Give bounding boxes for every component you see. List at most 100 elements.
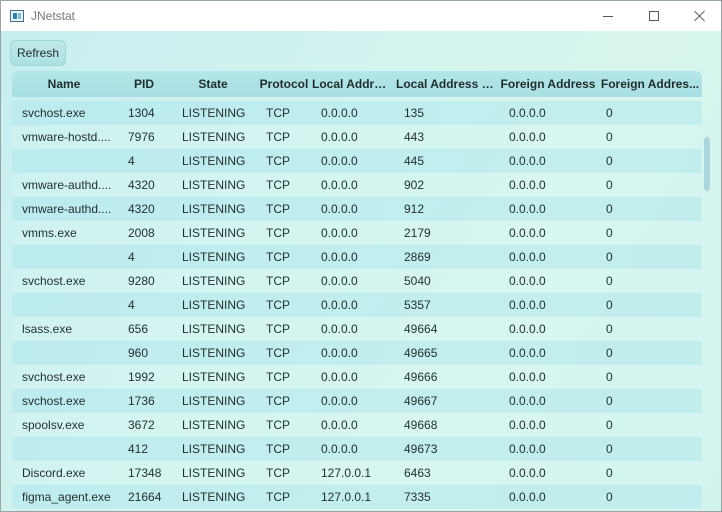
cell-name: svchost.exe: [22, 274, 86, 288]
cell-local-address: 0.0.0.0: [321, 274, 358, 288]
cell-local-address: 127.0.0.1: [321, 466, 372, 480]
minimize-button[interactable]: [585, 1, 631, 31]
table-row[interactable]: vmware-authd.... 4320 LISTENING TCP 0.0.0.0 9…: [12, 173, 702, 197]
cell-protocol: TCP: [266, 178, 290, 192]
table-row[interactable]: svchost.exe 1736 LISTENING TCP 0.0.0.0 49667 0…: [12, 389, 702, 413]
cell-state: LISTENING: [182, 346, 246, 360]
cell-local-address: 0.0.0.0: [321, 106, 358, 120]
table-row[interactable]: 4 LISTENING TCP 0.0.0.0 445 0.0.0.0 0: [12, 149, 702, 173]
cell-state: LISTENING: [182, 298, 246, 312]
cell-protocol: TCP: [266, 418, 290, 432]
cell-pid: 1304: [128, 106, 155, 120]
cell-foreign-address: 0.0.0.0: [509, 490, 546, 504]
cell-pid: 4: [128, 250, 135, 264]
cell-local-address: 0.0.0.0: [321, 322, 358, 336]
table-row[interactable]: 412 LISTENING TCP 0.0.0.0 49673 0.0.0.0 0: [12, 437, 702, 461]
cell-foreign-address: 0.0.0.0: [509, 154, 546, 168]
cell-name: svchost.exe: [22, 394, 86, 408]
table-row[interactable]: 4 LISTENING TCP 0.0.0.0 5357 0.0.0.0 0: [12, 293, 702, 317]
main-content: Refresh Name PID State Protocol Local Ad…: [1, 31, 721, 511]
column-header-state[interactable]: State: [198, 77, 228, 91]
cell-pid: 412: [128, 442, 149, 456]
table-header: Name PID State Protocol Local Address Lo…: [12, 71, 702, 97]
cell-state: LISTENING: [182, 466, 246, 480]
cell-local-address: 0.0.0.0: [321, 346, 358, 360]
cell-foreign-address: 0.0.0.0: [509, 418, 546, 432]
table-row[interactable]: vmms.exe 2008 LISTENING TCP 0.0.0.0 2179 0.0.0…: [12, 221, 702, 245]
cell-pid: 4320: [128, 202, 155, 216]
close-icon: [694, 10, 706, 22]
cell-name: svchost.exe: [22, 370, 86, 384]
cell-local-port: 912: [404, 202, 425, 216]
cell-pid: 656: [128, 322, 149, 336]
cell-foreign-address: 0.0.0.0: [509, 442, 546, 456]
table-row[interactable]: spoolsv.exe 3672 LISTENING TCP 0.0.0.0 49668 0…: [12, 413, 702, 437]
table-row[interactable]: svchost.exe 9280 LISTENING TCP 0.0.0.0 5040 0.…: [12, 269, 702, 293]
cell-state: LISTENING: [182, 178, 246, 192]
cell-name: spoolsv.exe: [22, 418, 85, 432]
cell-foreign-address: 0.0.0.0: [509, 346, 546, 360]
cell-foreign-port: 0: [606, 418, 613, 432]
cell-local-address: 0.0.0.0: [321, 202, 358, 216]
cell-local-port: 443: [404, 130, 425, 144]
cell-local-address: 0.0.0.0: [321, 418, 358, 432]
cell-state: LISTENING: [182, 370, 246, 384]
connections-table: Name PID State Protocol Local Address Lo…: [12, 71, 702, 509]
cell-name: svchost.exe: [22, 106, 86, 120]
cell-foreign-address: 0.0.0.0: [509, 370, 546, 384]
cell-foreign-address: 0.0.0.0: [509, 178, 546, 192]
column-header-local-address-port[interactable]: Local Address P...: [396, 77, 498, 91]
cell-name: lsass.exe: [22, 322, 73, 336]
cell-state: LISTENING: [182, 226, 246, 240]
column-header-name[interactable]: Name: [47, 77, 81, 91]
cell-local-address: 0.0.0.0: [321, 130, 358, 144]
cell-local-address: 0.0.0.0: [321, 370, 358, 384]
column-header-local-address[interactable]: Local Address: [312, 77, 392, 91]
table-row[interactable]: lsass.exe 656 LISTENING TCP 0.0.0.0 49664 0.0.…: [12, 317, 702, 341]
cell-local-port: 49666: [404, 370, 438, 384]
cell-foreign-address: 0.0.0.0: [509, 250, 546, 264]
maximize-button[interactable]: [631, 1, 677, 31]
column-header-pid[interactable]: PID: [133, 77, 154, 91]
table-row[interactable]: 4 LISTENING TCP 0.0.0.0 2869 0.0.0.0 0: [12, 245, 702, 269]
table-row[interactable]: svchost.exe 1992 LISTENING TCP 0.0.0.0 49666 0…: [12, 365, 702, 389]
minimize-icon: [603, 15, 613, 17]
cell-foreign-address: 0.0.0.0: [509, 130, 546, 144]
cell-local-port: 445: [404, 154, 425, 168]
cell-local-port: 49664: [404, 322, 438, 336]
cell-name: [22, 149, 116, 173]
cell-local-address: 0.0.0.0: [321, 226, 358, 240]
cell-pid: 1736: [128, 394, 155, 408]
refresh-button[interactable]: Refresh: [10, 40, 66, 66]
column-header-foreign-address-port[interactable]: Foreign Addres...: [600, 77, 700, 91]
cell-foreign-port: 0: [606, 130, 613, 144]
cell-name: vmware-hostd....: [22, 130, 111, 144]
cell-protocol: TCP: [266, 202, 290, 216]
vertical-scrollbar[interactable]: [704, 137, 710, 191]
cell-pid: 3672: [128, 418, 155, 432]
column-header-protocol[interactable]: Protocol: [259, 77, 309, 91]
cell-name: [22, 293, 116, 317]
cell-foreign-address: 0.0.0.0: [509, 298, 546, 312]
cell-protocol: TCP: [266, 346, 290, 360]
table-row[interactable]: 960 LISTENING TCP 0.0.0.0 49665 0.0.0.0 0: [12, 341, 702, 365]
column-header-foreign-address[interactable]: Foreign Address: [500, 77, 596, 91]
cell-pid: 7976: [128, 130, 155, 144]
cell-protocol: TCP: [266, 298, 290, 312]
cell-local-port: 902: [404, 178, 425, 192]
table-row[interactable]: svchost.exe 1304 LISTENING TCP 0.0.0.0 135 0.0…: [12, 101, 702, 125]
cell-foreign-address: 0.0.0.0: [509, 202, 546, 216]
table-row[interactable]: vmware-authd.... 4320 LISTENING TCP 0.0.0.0 9…: [12, 197, 702, 221]
table-row[interactable]: figma_agent.exe 21664 LISTENING TCP 127.0.0.…: [12, 485, 702, 509]
title-bar: JNetstat: [1, 1, 721, 31]
cell-local-address: 0.0.0.0: [321, 298, 358, 312]
close-button[interactable]: [677, 1, 722, 31]
cell-foreign-port: 0: [606, 442, 613, 456]
cell-foreign-port: 0: [606, 274, 613, 288]
cell-local-port: 135: [404, 106, 425, 120]
table-row[interactable]: vmware-hostd.... 7976 LISTENING TCP 0.0.0.0 4…: [12, 125, 702, 149]
cell-foreign-port: 0: [606, 226, 613, 240]
cell-state: LISTENING: [182, 250, 246, 264]
cell-protocol: TCP: [266, 106, 290, 120]
table-row[interactable]: Discord.exe 17348 LISTENING TCP 127.0.0.1 646…: [12, 461, 702, 485]
